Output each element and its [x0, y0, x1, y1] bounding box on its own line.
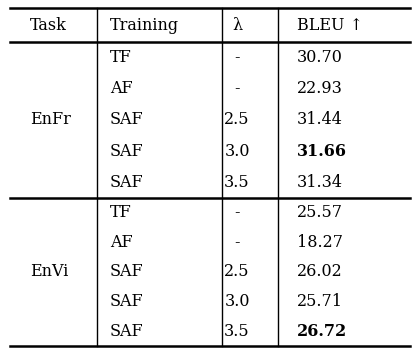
Text: SAF: SAF	[110, 174, 144, 191]
Text: 26.72: 26.72	[297, 323, 347, 340]
Text: Task: Task	[30, 16, 67, 34]
Text: SAF: SAF	[110, 143, 144, 160]
Text: 31.44: 31.44	[297, 111, 343, 129]
Text: SAF: SAF	[110, 323, 144, 340]
Text: 30.70: 30.70	[297, 49, 343, 66]
Text: Training: Training	[110, 16, 179, 34]
Text: SAF: SAF	[110, 111, 144, 129]
Text: AF: AF	[110, 234, 133, 251]
Text: 3.0: 3.0	[224, 143, 250, 160]
Text: 18.27: 18.27	[297, 234, 343, 251]
Text: 22.93: 22.93	[297, 80, 343, 97]
Text: TF: TF	[110, 49, 132, 66]
Text: 31.34: 31.34	[297, 174, 343, 191]
Text: -: -	[234, 234, 240, 251]
Text: -: -	[234, 49, 240, 66]
Text: -: -	[234, 204, 240, 221]
Text: 25.71: 25.71	[297, 293, 343, 310]
Text: 2.5: 2.5	[224, 111, 250, 129]
Text: 3.0: 3.0	[224, 293, 250, 310]
Text: TF: TF	[110, 204, 132, 221]
Text: SAF: SAF	[110, 263, 144, 281]
Text: -: -	[234, 80, 240, 97]
Text: 26.02: 26.02	[297, 263, 343, 281]
Text: 25.57: 25.57	[297, 204, 343, 221]
Text: 3.5: 3.5	[224, 323, 250, 340]
Text: AF: AF	[110, 80, 133, 97]
Text: EnVi: EnVi	[30, 263, 68, 281]
Text: λ: λ	[232, 16, 242, 34]
Text: SAF: SAF	[110, 293, 144, 310]
Text: 3.5: 3.5	[224, 174, 250, 191]
Text: 2.5: 2.5	[224, 263, 250, 281]
Text: 31.66: 31.66	[297, 143, 347, 160]
Text: BLEU ↑: BLEU ↑	[297, 16, 363, 34]
Text: EnFr: EnFr	[30, 111, 71, 129]
